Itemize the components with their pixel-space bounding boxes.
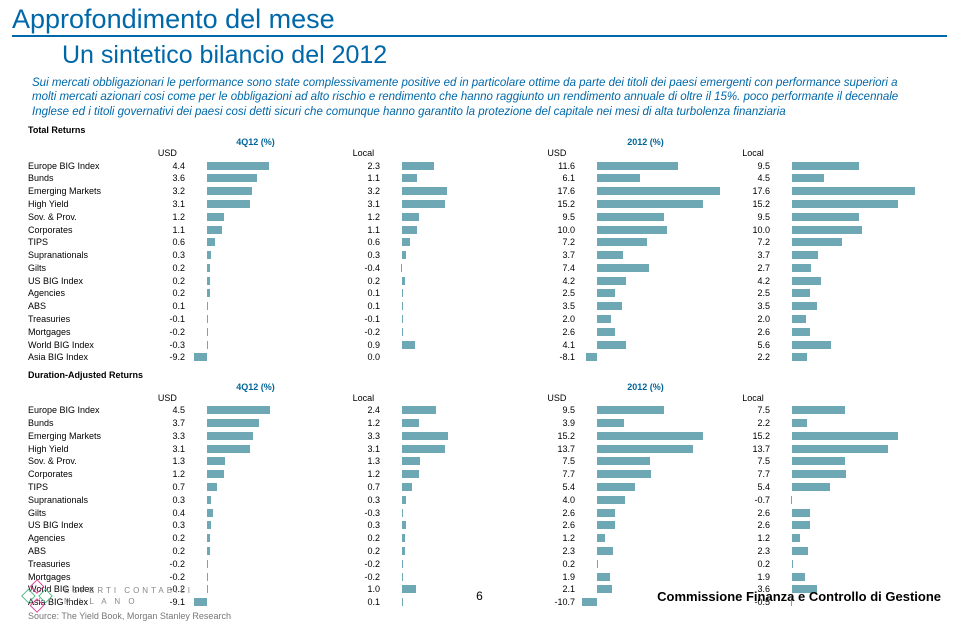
table-row: Sov. & Prov.1.21.29.59.5 [28, 210, 937, 223]
table-row: ABS0.20.22.32.3 [28, 545, 937, 558]
table-row: Gilts0.4-0.32.62.6 [28, 506, 937, 519]
duration-adjusted-section: Duration-Adjusted Returns 4Q12 (%) 2012 … [0, 364, 959, 609]
table-row: Gilts0.2-0.47.42.7 [28, 262, 937, 275]
table-row: Agencies0.20.12.52.5 [28, 287, 937, 300]
total-returns-section: Total Returns 4Q12 (%) 2012 (%) USD Loca… [0, 119, 959, 364]
table-row: Treasuries-0.1-0.12.02.0 [28, 313, 937, 326]
table-row: US BIG Index0.30.32.62.6 [28, 519, 937, 532]
table-row: Corporates1.11.110.010.0 [28, 223, 937, 236]
duration-adjusted-table: 4Q12 (%) 2012 (%) USD Local USD LocalEur… [28, 382, 937, 609]
page-title: Approfondimento del mese [0, 0, 959, 35]
table-row: World BIG Index-0.30.94.15.6 [28, 338, 937, 351]
table-row: Bunds3.71.23.92.2 [28, 417, 937, 430]
table-row: Emerging Markets3.33.315.215.2 [28, 429, 937, 442]
table-row: Corporates1.21.27.77.7 [28, 468, 937, 481]
section1-header: Total Returns [28, 125, 937, 135]
table-row: US BIG Index0.20.24.24.2 [28, 274, 937, 287]
page-number: 6 [476, 589, 483, 603]
logo-text: ESPERTI CONTABILI M I L A N O [64, 585, 193, 607]
table-row: Asia BIG Index-9.20.0-8.12.2 [28, 351, 937, 364]
table-row: TIPS0.70.75.45.4 [28, 481, 937, 494]
section2-header: Duration-Adjusted Returns [28, 370, 937, 380]
page-subtitle: Un sintetico bilancio del 2012 [0, 41, 959, 70]
total-returns-table: 4Q12 (%) 2012 (%) USD Local USD LocalEur… [28, 137, 937, 364]
table-row: Treasuries-0.2-0.20.20.2 [28, 557, 937, 570]
table-row: TIPS0.60.67.27.2 [28, 236, 937, 249]
logo-icon [18, 577, 56, 615]
table-row: Europe BIG Index4.52.49.57.5 [28, 404, 937, 417]
footer: ESPERTI CONTABILI M I L A N O 6 Commissi… [18, 577, 941, 615]
intro-paragraph: Sui mercati obbligazionari le performanc… [0, 76, 959, 119]
table-row: Sov. & Prov.1.31.37.57.5 [28, 455, 937, 468]
table-row: Mortgages-0.2-0.22.62.6 [28, 325, 937, 338]
table-row: Supranationals0.30.34.0-0.7 [28, 493, 937, 506]
table-row: High Yield3.13.113.713.7 [28, 442, 937, 455]
table-row: Bunds3.61.16.14.5 [28, 172, 937, 185]
table-row: Emerging Markets3.23.217.617.6 [28, 185, 937, 198]
title-underline [12, 35, 947, 37]
table-row: Supranationals0.30.33.73.7 [28, 249, 937, 262]
footer-line1: ESPERTI CONTABILI [64, 585, 193, 596]
table-row: High Yield3.13.115.215.2 [28, 198, 937, 211]
table-row: Agencies0.20.21.21.2 [28, 532, 937, 545]
table-row: Europe BIG Index4.42.311.69.5 [28, 159, 937, 172]
commissione-label: Commissione Finanza e Controllo di Gesti… [657, 589, 941, 604]
table-row: ABS0.10.13.53.5 [28, 300, 937, 313]
footer-line2: M I L A N O [64, 596, 193, 607]
